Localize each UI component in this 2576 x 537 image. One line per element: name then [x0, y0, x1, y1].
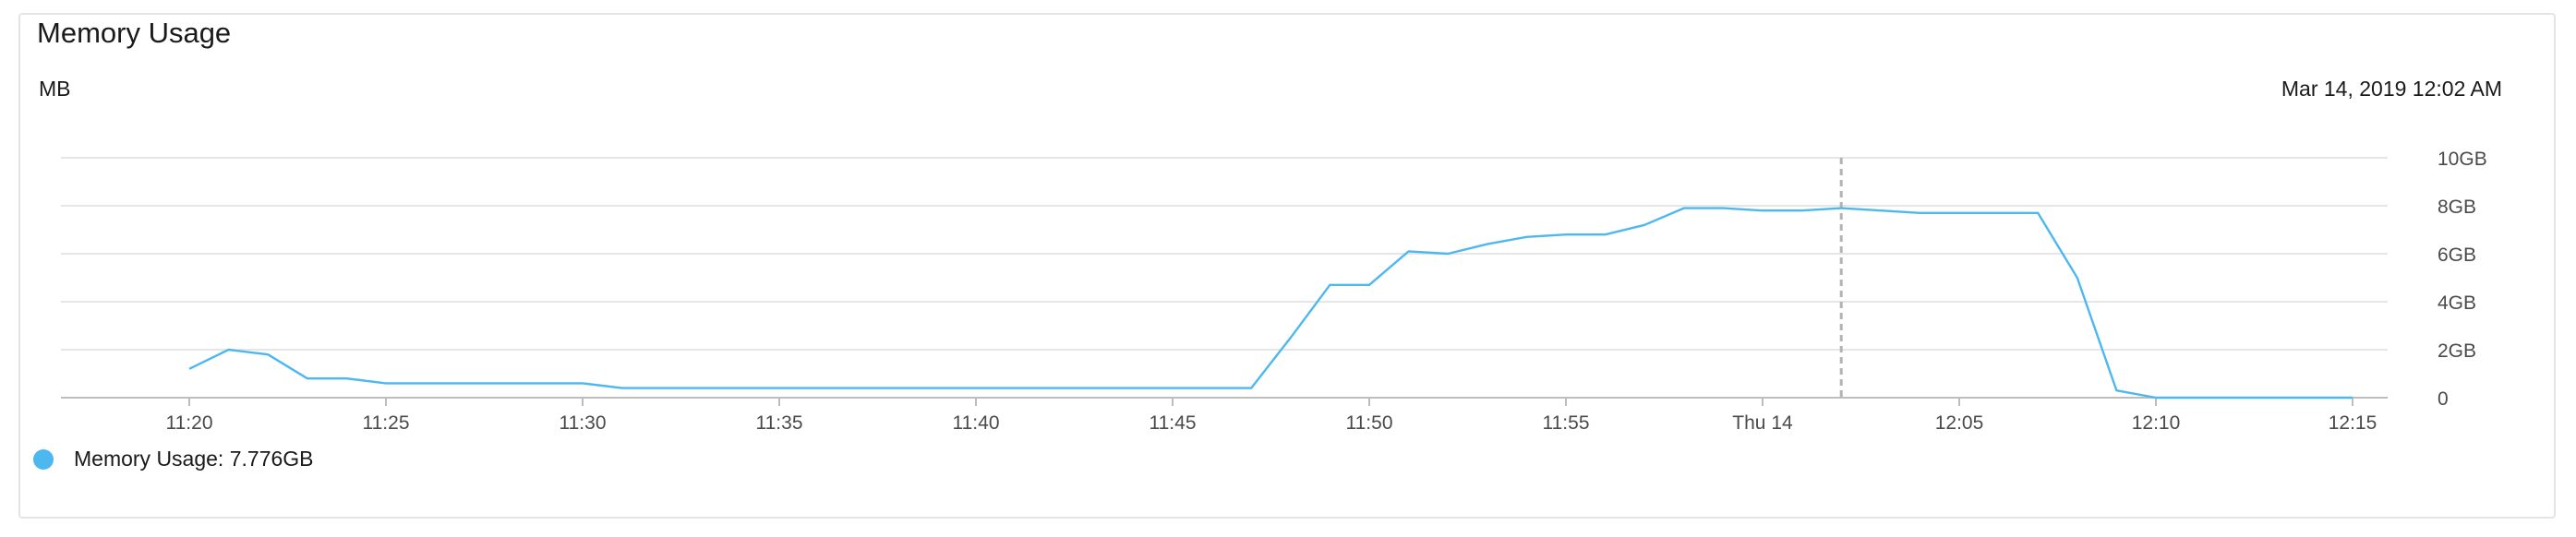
x-tick-label: 11:20 — [166, 412, 213, 434]
x-tick-label: 11:30 — [560, 412, 607, 434]
y-tick-label: 0 — [2438, 388, 2449, 410]
y-tick-label: 4GB — [2438, 292, 2476, 314]
chart-legend[interactable]: Memory Usage: 7.776GB — [33, 447, 314, 471]
y-tick-label: 8GB — [2438, 197, 2476, 218]
x-tick-label: 11:50 — [1346, 412, 1393, 434]
unit-label: MB — [39, 77, 71, 101]
y-tick-label: 2GB — [2438, 340, 2476, 362]
y-tick-label: 10GB — [2438, 149, 2487, 170]
x-tick-label: 12:15 — [2329, 412, 2377, 434]
memory-usage-card — [18, 13, 2556, 519]
legend-label: Memory Usage: 7.776GB — [74, 447, 314, 471]
x-tick-label: 11:40 — [953, 412, 1000, 434]
legend-marker-icon — [33, 448, 54, 470]
hover-timestamp: Mar 14, 2019 12:02 AM — [2281, 77, 2502, 101]
x-tick-label: 11:25 — [363, 412, 410, 434]
x-tick-label: Thu 14 — [1732, 412, 1793, 434]
x-tick-label: 11:45 — [1150, 412, 1197, 434]
x-tick-label: 12:10 — [2132, 412, 2181, 434]
y-tick-label: 6GB — [2438, 245, 2476, 266]
x-tick-label: 11:55 — [1543, 412, 1590, 434]
memory-usage-series-line — [188, 207, 2353, 400]
x-tick-label: 11:35 — [756, 412, 803, 434]
x-tick-label: 12:05 — [1935, 412, 1984, 434]
card-title: Memory Usage — [37, 17, 232, 49]
